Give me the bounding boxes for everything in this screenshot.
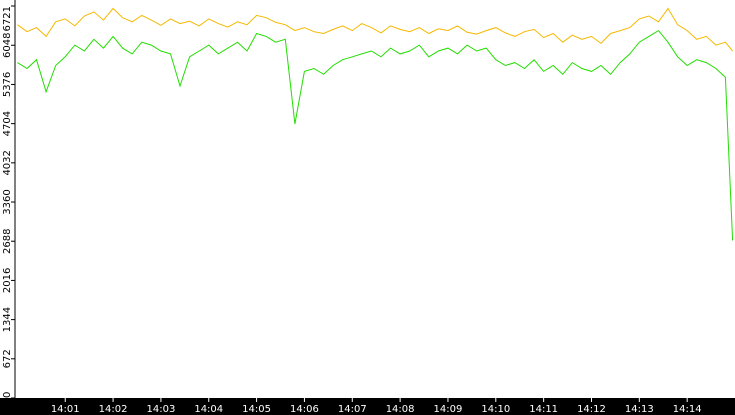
y-tick-label: 4032 xyxy=(2,150,13,175)
y-tick-label: 5376 xyxy=(2,72,13,97)
y-tick-label: 6721 xyxy=(2,6,13,31)
x-tick-label: 14:03 xyxy=(146,404,175,415)
x-tick-label: 14:11 xyxy=(529,404,558,415)
y-tick-label: 672 xyxy=(2,349,13,368)
x-tick-label: 14:08 xyxy=(386,404,415,415)
line-series xyxy=(17,29,734,241)
x-tick-label: 14:07 xyxy=(338,404,367,415)
x-tick-label: 14:02 xyxy=(99,404,128,415)
x-tick-label: 14:14 xyxy=(673,404,702,415)
x-tick-label: 14:10 xyxy=(481,404,510,415)
x-tick-label: 14:13 xyxy=(625,404,654,415)
y-tick-label: 2016 xyxy=(2,268,13,293)
x-tick-label: 14:09 xyxy=(434,404,463,415)
y-tick-label: 0 xyxy=(2,392,13,398)
x-tick-label: 14:12 xyxy=(577,404,606,415)
y-tick-label: 1344 xyxy=(2,307,13,332)
x-tick-label: 14:04 xyxy=(194,404,223,415)
y-tick-label: 3360 xyxy=(2,189,13,214)
y-tick-label: 2688 xyxy=(2,228,13,253)
y-tick-label: 4704 xyxy=(2,111,13,136)
x-tick-label: 14:06 xyxy=(290,404,319,415)
x-axis-bar xyxy=(0,398,735,415)
x-tick-label: 14:01 xyxy=(51,404,80,415)
line-series xyxy=(17,7,733,52)
y-tick-label: 6048 xyxy=(2,33,13,58)
x-tick-label: 14:05 xyxy=(242,404,271,415)
